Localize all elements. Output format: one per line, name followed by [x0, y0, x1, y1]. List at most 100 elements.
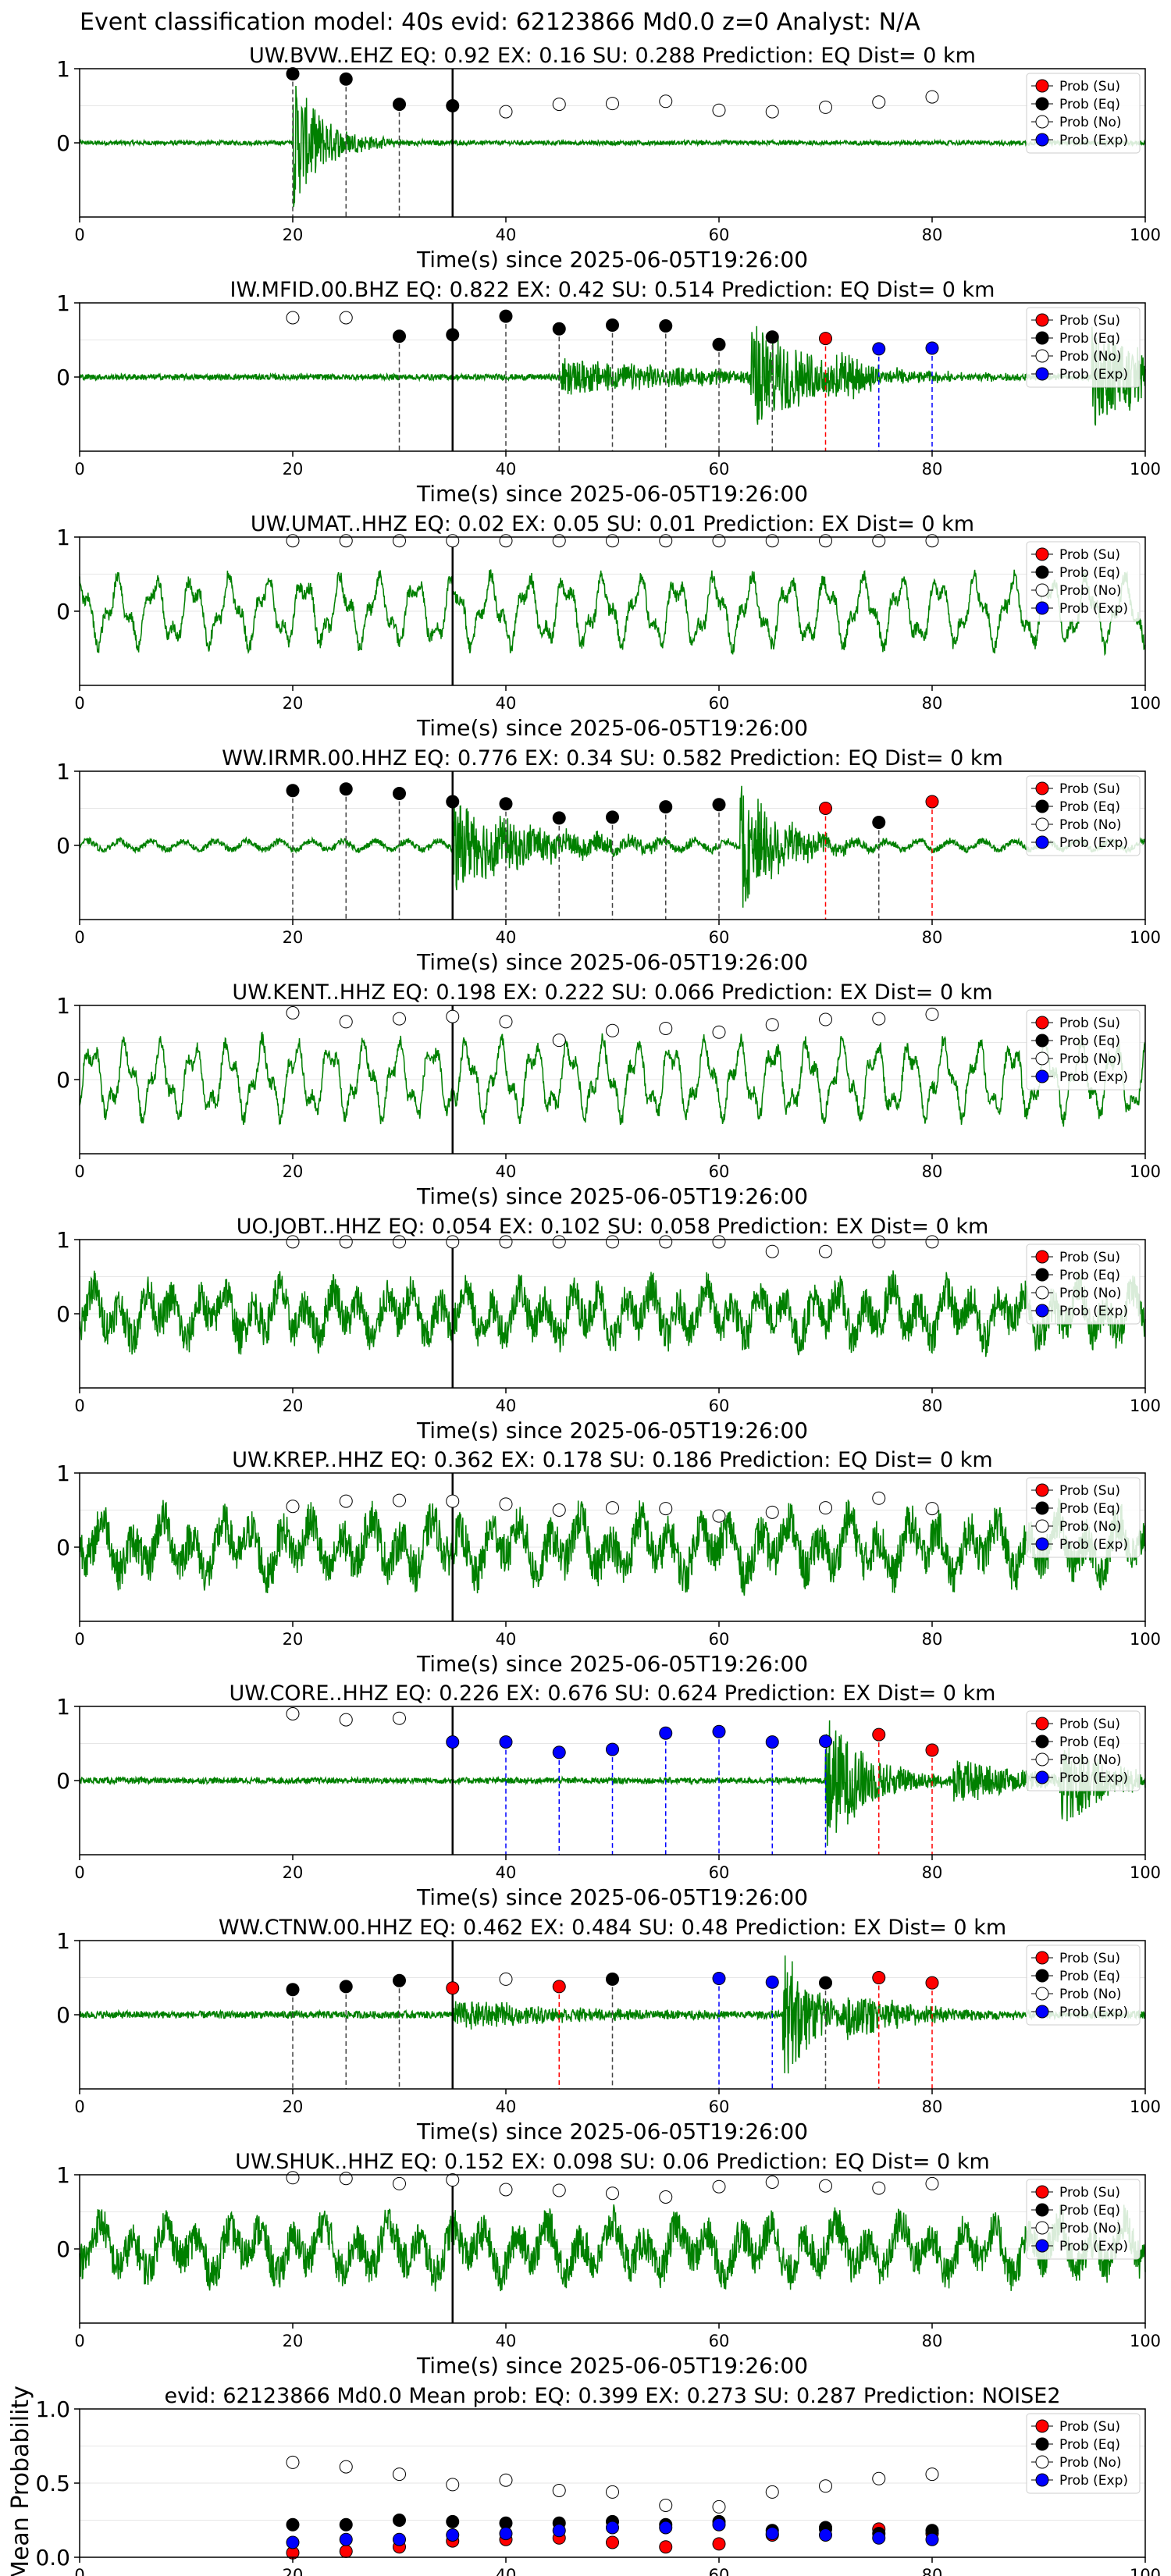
x-tick-label: 0 — [74, 2097, 84, 2116]
x-axis-label: Time(s) since 2025-06-05T19:26:00 — [416, 1418, 808, 1443]
panel-11: evid: 62123866 Md0.0 Mean prob: EQ: 0.39… — [7, 2384, 1161, 2576]
x-tick-label: 40 — [496, 1630, 517, 1649]
prob-marker-no — [286, 1500, 300, 1514]
prob-marker-no — [712, 2179, 726, 2194]
legend-swatch-marker — [1035, 1016, 1049, 1030]
y-tick-label: 1 — [56, 290, 70, 316]
waveform-trace — [79, 1270, 1146, 1357]
legend: Prob (Su) Prob (Eq) Prob (No) Prob (Exp) — [1026, 1244, 1141, 1325]
mean-marker-exp — [499, 2527, 513, 2541]
x-tick-label: 80 — [922, 1863, 943, 1882]
legend-label: Prob (Su) — [1059, 1483, 1120, 1499]
legend: Prob (Su) Prob (Eq) Prob (No) Prob (Exp) — [1026, 1710, 1141, 1791]
legend-label: Prob (No) — [1059, 583, 1122, 599]
legend-label: Prob (No) — [1059, 349, 1122, 365]
x-axis-label: Time(s) since 2025-06-05T19:26:00 — [416, 247, 808, 272]
legend-label: Prob (Su) — [1059, 313, 1120, 329]
mean-marker-no — [446, 2478, 460, 2492]
y-tick-label: 0 — [56, 1301, 70, 1327]
mean-marker-exp — [765, 2527, 779, 2541]
x-tick-label: 100 — [1130, 694, 1161, 713]
legend: Prob (Su) Prob (Eq) Prob (No) Prob (Exp) — [1026, 1477, 1141, 1558]
waveform-trace — [79, 2204, 1146, 2292]
prob-marker-eq — [872, 816, 886, 830]
legend: Prob (Su) Prob (Eq) Prob (No) Prob (Exp) — [1026, 1009, 1141, 1091]
prob-marker-eq — [606, 1972, 619, 1986]
x-tick-label: 0 — [74, 694, 84, 713]
prob-marker-no — [499, 1497, 513, 1511]
prob-marker-exp — [765, 1735, 779, 1749]
mean-marker-no — [499, 2473, 513, 2487]
x-axis-label: Time(s) since 2025-06-05T19:26:00 — [416, 1884, 808, 1910]
panel-7: UW.KREP..HHZ EQ: 0.362 EX: 0.178 SU: 0.1… — [56, 1448, 1161, 1677]
legend-frame — [1026, 2179, 1141, 2260]
prob-marker-eq — [659, 800, 673, 814]
panel-title: UW.UMAT..HHZ EQ: 0.02 EX: 0.05 SU: 0.01 … — [251, 512, 974, 536]
x-axis-label: Time(s) since 2025-06-05T19:26:00 — [416, 2353, 808, 2379]
prob-marker-eq — [499, 797, 513, 811]
legend-swatch-marker — [1035, 2437, 1049, 2451]
y-tick-label: 1 — [56, 1694, 70, 1720]
prob-marker-no — [765, 1018, 779, 1032]
legend-swatch-marker — [1035, 1717, 1049, 1731]
prob-marker-no — [393, 1711, 406, 1725]
legend-frame — [1026, 73, 1141, 154]
panel-title: UW.CORE..HHZ EQ: 0.226 EX: 0.676 SU: 0.6… — [230, 1681, 996, 1706]
legend-swatch-marker — [1035, 115, 1049, 129]
legend-frame — [1026, 2413, 1141, 2494]
y-tick-label: 1.0 — [35, 2396, 70, 2422]
x-tick-label: 80 — [922, 2097, 943, 2116]
prob-marker-no — [499, 105, 513, 119]
legend: Prob (Su) Prob (Eq) Prob (No) Prob (Exp) — [1026, 775, 1141, 856]
legend-label: Prob (Exp) — [1059, 1537, 1128, 1553]
x-tick-label: 20 — [283, 928, 304, 947]
legend-swatch-marker — [1035, 1770, 1049, 1784]
prob-marker-no — [819, 1012, 832, 1026]
legend-label: Prob (No) — [1059, 817, 1122, 833]
prob-marker-eq — [286, 67, 300, 81]
prob-marker-no — [712, 534, 726, 548]
legend-swatch-marker — [1035, 1286, 1049, 1300]
x-tick-label: 40 — [496, 1397, 517, 1415]
prob-marker-su — [819, 802, 832, 815]
legend: Prob (Su) Prob (Eq) Prob (No) Prob (Exp) — [1026, 2179, 1141, 2260]
legend-swatch-marker — [1035, 2455, 1049, 2469]
prob-marker-eq — [339, 782, 353, 796]
prob-marker-no — [606, 534, 619, 548]
figure-suptitle: Event classification model: 40s evid: 62… — [80, 9, 920, 36]
x-tick-label: 80 — [922, 460, 943, 479]
legend-swatch-marker — [1035, 2221, 1049, 2235]
panel-2: IW.MFID.00.BHZ EQ: 0.822 EX: 0.42 SU: 0.… — [56, 278, 1161, 507]
prob-marker-no — [606, 2186, 619, 2201]
x-tick-label: 0 — [74, 1630, 84, 1649]
x-tick-label: 0 — [74, 928, 84, 947]
mean-marker-no — [659, 2499, 673, 2512]
legend-frame — [1026, 1944, 1141, 2026]
mean-marker-exp — [393, 2532, 406, 2546]
prob-marker-no — [606, 1501, 619, 1515]
legend: Prob (Su) Prob (Eq) Prob (No) Prob (Exp) — [1026, 541, 1141, 622]
prob-marker-su — [872, 1727, 886, 1742]
prob-marker-no — [712, 1025, 726, 1039]
prob-marker-su — [552, 1980, 566, 1994]
legend-label: Prob (Eq) — [1059, 1969, 1120, 1984]
prob-marker-eq — [339, 72, 353, 86]
legend-swatch-marker — [1035, 781, 1049, 795]
legend-label: Prob (Su) — [1059, 1250, 1120, 1265]
x-tick-label: 40 — [496, 694, 517, 713]
panel-title: UW.KENT..HHZ EQ: 0.198 EX: 0.222 SU: 0.0… — [232, 980, 992, 1005]
x-tick-label: 80 — [922, 226, 943, 244]
prob-marker-no — [393, 2176, 406, 2190]
x-tick-label: 20 — [283, 2332, 304, 2350]
x-tick-label: 80 — [922, 2332, 943, 2350]
x-tick-label: 20 — [283, 226, 304, 244]
prob-marker-no — [339, 311, 353, 325]
panel-9: WW.CTNW.00.HHZ EQ: 0.462 EX: 0.484 SU: 0… — [56, 1916, 1161, 2144]
prob-marker-no — [499, 1972, 513, 1986]
mean-marker-no — [606, 2485, 619, 2499]
legend-swatch-marker — [1035, 565, 1049, 579]
prob-marker-no — [925, 534, 939, 548]
mean-marker-exp — [925, 2532, 939, 2546]
prob-marker-eq — [286, 784, 300, 798]
panel-title: UW.SHUK..HHZ EQ: 0.152 EX: 0.098 SU: 0.0… — [235, 2150, 990, 2174]
